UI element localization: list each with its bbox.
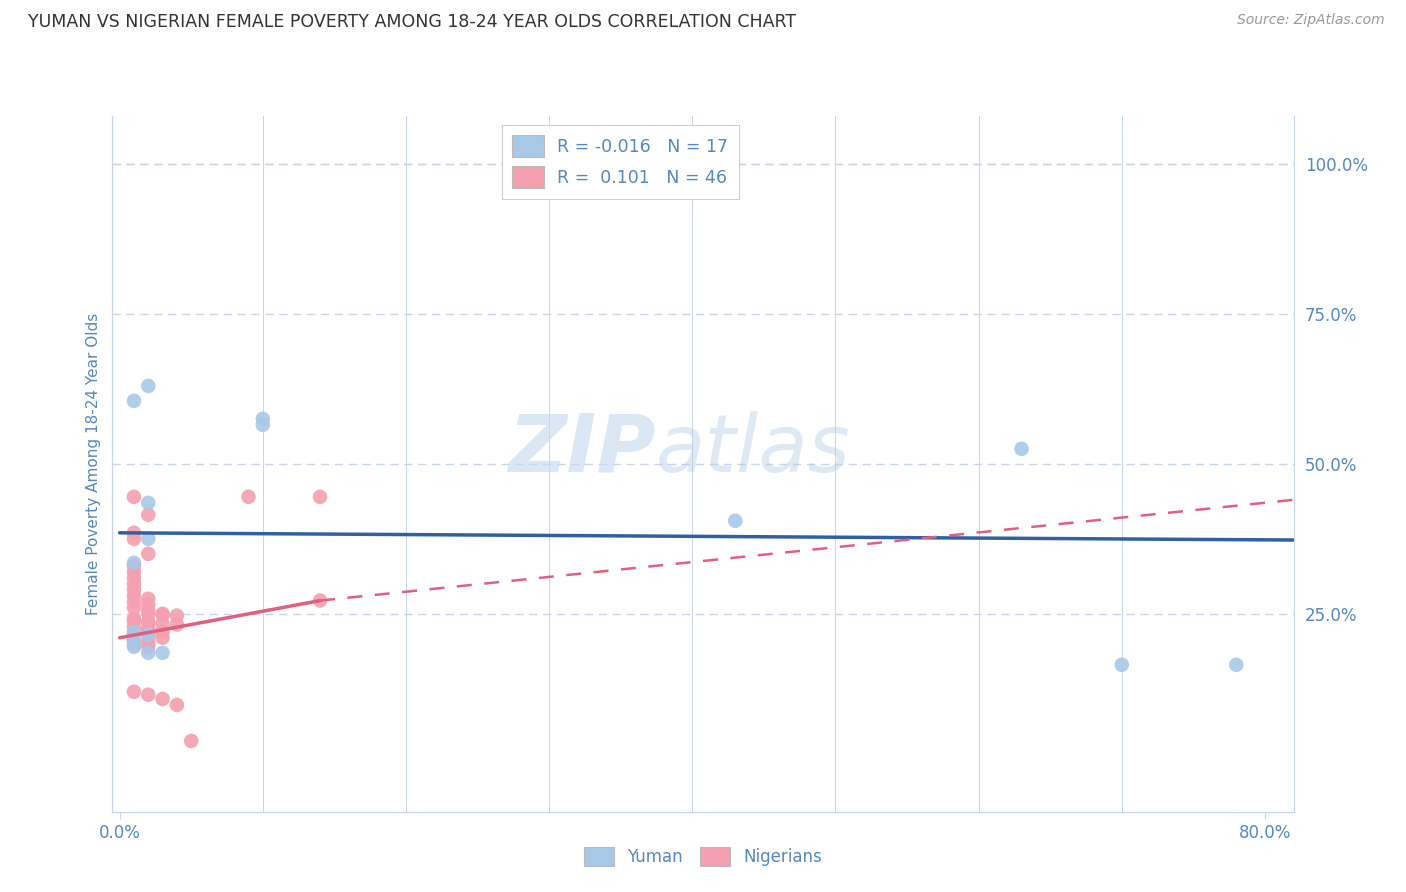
Point	[122, 490, 145, 504]
Point	[122, 595, 145, 609]
Point	[166, 608, 188, 623]
Point	[136, 646, 159, 660]
Point	[180, 734, 202, 748]
Point	[136, 598, 159, 612]
Point	[152, 631, 174, 645]
Point	[122, 685, 145, 699]
Point	[136, 532, 159, 546]
Point	[136, 496, 159, 510]
Point	[122, 532, 145, 546]
Point	[122, 624, 145, 639]
Point	[252, 417, 274, 432]
Text: YUMAN VS NIGERIAN FEMALE POVERTY AMONG 18-24 YEAR OLDS CORRELATION CHART: YUMAN VS NIGERIAN FEMALE POVERTY AMONG 1…	[28, 13, 796, 31]
Point	[152, 607, 174, 622]
Point	[1111, 657, 1133, 672]
Point	[252, 412, 274, 426]
Legend: Yuman, Nigerians: Yuman, Nigerians	[578, 840, 828, 873]
Point	[238, 490, 260, 504]
Point	[122, 558, 145, 573]
Point	[136, 622, 159, 636]
Point	[122, 589, 145, 603]
Point	[122, 556, 145, 570]
Point	[136, 640, 159, 654]
Point	[122, 582, 145, 597]
Point	[136, 607, 159, 621]
Point	[122, 525, 145, 540]
Point	[136, 688, 159, 702]
Point	[122, 600, 145, 615]
Point	[122, 638, 145, 652]
Point	[309, 593, 332, 607]
Point	[166, 698, 188, 712]
Point	[136, 615, 159, 629]
Y-axis label: Female Poverty Among 18-24 Year Olds: Female Poverty Among 18-24 Year Olds	[86, 313, 101, 615]
Point	[166, 617, 188, 632]
Point	[122, 626, 145, 640]
Point	[122, 565, 145, 579]
Point	[136, 630, 159, 644]
Point	[152, 617, 174, 632]
Point	[136, 615, 159, 630]
Point	[309, 490, 332, 504]
Point	[136, 591, 159, 606]
Point	[136, 623, 159, 637]
Point	[136, 379, 159, 393]
Point	[136, 508, 159, 522]
Point	[122, 614, 145, 628]
Point	[724, 514, 747, 528]
Point	[152, 624, 174, 639]
Point	[122, 393, 145, 408]
Point	[122, 620, 145, 634]
Text: atlas: atlas	[655, 411, 851, 489]
Point	[152, 646, 174, 660]
Point	[136, 635, 159, 649]
Point	[122, 571, 145, 585]
Point	[1011, 442, 1033, 456]
Point	[122, 633, 145, 648]
Text: Source: ZipAtlas.com: Source: ZipAtlas.com	[1237, 13, 1385, 28]
Point	[122, 633, 145, 648]
Point	[136, 628, 159, 642]
Text: ZIP: ZIP	[509, 411, 655, 489]
Point	[152, 692, 174, 706]
Point	[152, 607, 174, 621]
Point	[136, 628, 159, 642]
Point	[136, 604, 159, 618]
Point	[1225, 657, 1247, 672]
Point	[136, 547, 159, 561]
Point	[122, 611, 145, 625]
Point	[122, 640, 145, 654]
Point	[122, 576, 145, 591]
